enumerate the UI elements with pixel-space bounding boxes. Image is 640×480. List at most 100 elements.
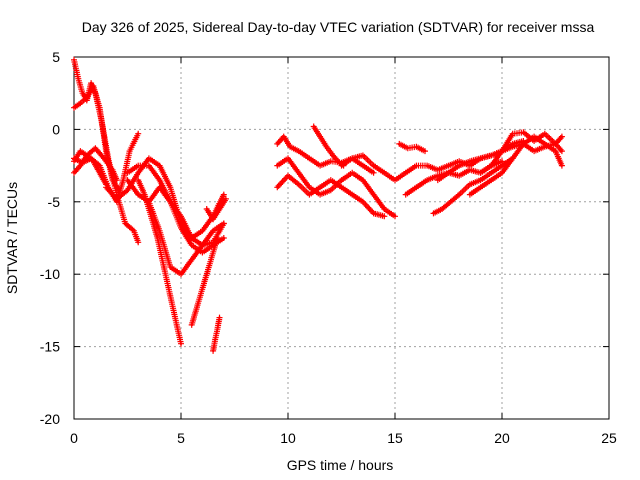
data-point <box>137 164 140 167</box>
x-tick-label: 25 <box>601 430 617 446</box>
data-point <box>158 229 161 232</box>
chart-title: Day 326 of 2025, Sidereal Day-to-day VTE… <box>82 19 595 35</box>
data-point <box>458 193 461 196</box>
series-arc-13 <box>203 195 229 223</box>
data-point <box>211 349 215 353</box>
data-point <box>276 142 279 146</box>
data-point <box>276 164 279 167</box>
data-point <box>203 280 206 283</box>
x-tick-label: 10 <box>280 430 296 446</box>
data-point <box>423 149 427 153</box>
series-arc-22 <box>466 133 565 198</box>
data-point <box>393 178 397 182</box>
data-point <box>361 178 365 182</box>
series-arc-17 <box>310 123 347 169</box>
data-point <box>128 149 131 153</box>
data-point <box>288 145 292 148</box>
data-point <box>440 207 444 211</box>
data-point <box>325 145 328 148</box>
series-markers <box>477 129 565 176</box>
series-arc-4 <box>71 145 120 184</box>
series-arc-16 <box>274 172 388 220</box>
series-arc-20 <box>430 155 516 217</box>
series-arc-12 <box>210 314 223 354</box>
data-point <box>158 178 161 182</box>
data-point <box>560 149 564 153</box>
data-point <box>458 164 461 167</box>
data-point <box>190 323 193 327</box>
data-point <box>436 174 439 177</box>
data-point <box>214 338 217 341</box>
data-point <box>190 258 193 261</box>
data-point <box>282 135 285 138</box>
series-arc-5 <box>71 152 110 188</box>
data-point <box>425 178 429 182</box>
data-point <box>398 142 401 146</box>
data-point <box>318 135 322 138</box>
data-point <box>511 142 514 146</box>
series-markers <box>210 314 223 354</box>
data-point <box>201 251 204 254</box>
data-point <box>522 142 525 146</box>
data-point <box>205 207 208 211</box>
data-point <box>500 164 504 167</box>
x-tick-label: 5 <box>177 430 185 446</box>
data-point <box>111 168 114 172</box>
data-point <box>308 157 311 160</box>
data-point <box>329 178 332 182</box>
data-point <box>490 171 493 174</box>
data-point <box>179 215 183 218</box>
data-point <box>98 106 101 109</box>
x-tick-label: 0 <box>70 430 78 446</box>
x-tick-label: 20 <box>494 430 510 446</box>
series-arc-21 <box>396 140 428 155</box>
data-point <box>104 149 108 153</box>
data-point <box>383 171 386 174</box>
data-point <box>318 164 322 167</box>
data-point <box>209 258 213 261</box>
data-point <box>175 323 178 327</box>
data-point <box>169 294 172 298</box>
data-point <box>169 186 172 189</box>
data-point <box>126 171 129 174</box>
data-point <box>383 207 386 211</box>
data-point <box>190 244 193 247</box>
data-point <box>532 135 536 138</box>
series-arc-23 <box>477 129 565 176</box>
data-point <box>297 183 300 186</box>
data-point <box>147 200 151 203</box>
data-point <box>543 142 546 146</box>
data-point <box>169 200 172 203</box>
data-point <box>211 218 215 221</box>
data-point <box>132 229 136 232</box>
series-arc-19 <box>402 138 527 198</box>
data-point <box>351 171 354 174</box>
data-point <box>162 265 166 269</box>
data-point <box>511 132 514 135</box>
data-point <box>351 193 354 196</box>
data-point <box>98 164 101 167</box>
data-point <box>404 193 407 196</box>
data-point <box>85 154 89 157</box>
data-point <box>179 226 183 230</box>
data-point <box>404 171 407 174</box>
data-point <box>92 160 95 163</box>
data-point <box>312 125 315 128</box>
y-axis-label: SDTVAR / TECUs <box>4 182 20 294</box>
data-point <box>425 164 429 167</box>
data-point <box>143 193 146 196</box>
y-tick-labels: -20 -15 -10 -5 0 5 <box>40 49 60 427</box>
data-point <box>92 84 95 88</box>
series-arc-24 <box>434 158 505 184</box>
data-point <box>340 164 343 167</box>
data-point <box>79 164 82 167</box>
data-point <box>216 328 219 331</box>
data-point <box>340 178 343 182</box>
data-point <box>72 106 76 109</box>
data-point <box>85 96 89 99</box>
data-point <box>308 186 311 189</box>
data-point <box>104 186 108 189</box>
data-point <box>511 157 514 160</box>
data-point <box>490 164 493 167</box>
data-point <box>318 186 322 189</box>
